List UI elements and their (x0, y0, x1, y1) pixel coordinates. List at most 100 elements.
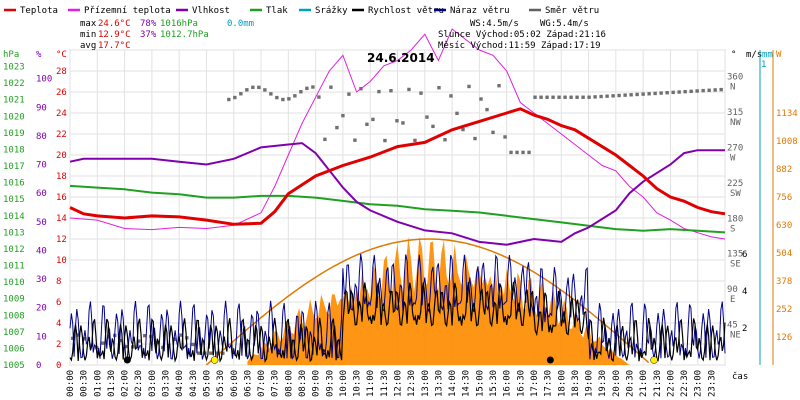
c-tick-label: 8 (56, 277, 61, 287)
hpa-tick-label: 1014 (3, 212, 25, 222)
wind-direction-point (347, 92, 351, 96)
wind-direction-point (599, 94, 603, 99)
pct-tick-label: 70 (36, 161, 47, 171)
pct-tick-label: 20 (36, 304, 47, 314)
x-tick-label: 23:00 (694, 370, 704, 397)
wind-direction-point (449, 94, 453, 98)
chart-title: 24.6.2014 (367, 51, 435, 65)
wind-direction-point (233, 95, 237, 100)
summary-max-press: 1016hPa (160, 19, 198, 29)
pct-tick-label: 10 (36, 332, 47, 342)
wind-direction-point (647, 92, 651, 96)
x-tick-label: 11:00 (366, 370, 376, 397)
wind-direction-point (425, 115, 429, 119)
wind-direction-point (455, 111, 459, 116)
wind-direction-point (521, 150, 525, 155)
wind-direction-point (539, 95, 543, 99)
x-tick-label: 16:30 (516, 370, 526, 397)
wind-direction-point (119, 338, 123, 343)
sun-set-marker (650, 356, 658, 364)
wind-direction-point (341, 113, 345, 118)
x-tick-label: 06:30 (243, 370, 253, 397)
wind-direction-point (617, 93, 621, 98)
pct-tick-label: 50 (36, 218, 47, 228)
x-tick-label: 17:30 (544, 370, 554, 397)
summary-ws: WS:4.5m/s (470, 19, 519, 29)
hpa-tick-label: 1017 (3, 162, 25, 172)
x-tick-label: 04:00 (175, 370, 185, 397)
x-axis-label: čas (732, 371, 748, 382)
legend-label: Náraz větru (450, 6, 510, 16)
x-tick-label: 19:00 (585, 370, 595, 397)
wind-direction-point (389, 89, 393, 93)
summary-min-hum: 37% (140, 30, 157, 40)
hpa-tick-label: 1010 (3, 278, 25, 288)
temperature-line (69, 107, 726, 226)
hpa-tick-label: 1019 (3, 129, 25, 139)
wind-direction-point (401, 121, 405, 125)
hpa-tick-label: 1005 (3, 361, 25, 371)
wind-direction-point (419, 91, 423, 95)
wind-direction-point (593, 95, 597, 99)
wind-direction-point (353, 138, 357, 142)
pct-tick-label: 90 (36, 103, 47, 113)
x-tick-label: 00:00 (66, 370, 76, 397)
x-tick-label: 21:00 (639, 370, 649, 397)
wind-direction-point (641, 92, 645, 96)
wind-direction-point (317, 95, 321, 99)
c-tick-label: 28 (56, 67, 67, 77)
sun-rise-marker (210, 356, 219, 364)
pct-tick-label: 60 (36, 189, 47, 199)
summary-max-temp: 24.6°C (98, 19, 131, 29)
c-tick-label: 14 (56, 214, 67, 224)
wind-direction-point (431, 124, 435, 129)
dir-name-label: NW (730, 118, 741, 128)
wind-direction-point (533, 95, 537, 99)
wind-direction-point (569, 95, 573, 99)
gust-line (69, 253, 726, 360)
x-tick-label: 08:00 (284, 370, 294, 397)
wind-direction-point (137, 339, 141, 343)
wind-direction-point (563, 95, 567, 99)
summary-rain: 0.0mm (227, 19, 254, 29)
moon-set-marker (546, 356, 554, 364)
dir-deg-label: 270 (727, 143, 743, 153)
ms-tick-label: 4 (742, 287, 747, 297)
wind-direction-point (329, 85, 333, 89)
w-tick-label: 1134 (776, 109, 798, 119)
pct-tick-label: 0 (36, 361, 41, 371)
hpa-tick-label: 1016 (3, 179, 25, 189)
c-tick-label: 4 (56, 319, 61, 329)
hpa-tick-label: 1023 (3, 63, 25, 73)
hpa-tick-label: 1009 (3, 295, 25, 305)
x-tick-label: 10:00 (339, 370, 349, 397)
wind-direction-point (497, 83, 501, 88)
w-tick-label: 630 (776, 221, 792, 231)
c-tick-label: 18 (56, 172, 67, 182)
wind-direction-point (701, 88, 705, 93)
dir-deg-label: 225 (727, 179, 743, 189)
x-tick-label: 01:00 (93, 370, 103, 397)
hpa-tick-label: 1008 (3, 311, 25, 321)
wind-direction-point (719, 87, 723, 92)
wind-direction-point (239, 92, 243, 96)
hpa-unit: hPa (3, 50, 19, 60)
pct-tick-label: 30 (36, 275, 47, 285)
wind-direction-point (509, 150, 513, 155)
moon-marker (123, 356, 131, 364)
wind-direction-point (197, 351, 201, 355)
hpa-tick-label: 1018 (3, 145, 25, 155)
x-tick-label: 02:00 (121, 370, 131, 397)
wind-direction-point (383, 138, 387, 143)
wind-direction-point (503, 135, 507, 139)
wind-direction-point (461, 127, 465, 132)
legend-label: Rychlost větru (368, 6, 444, 16)
wind-direction-point (527, 150, 531, 155)
wind-direction-point (275, 95, 279, 100)
wind-direction-point (605, 94, 609, 98)
w-tick-label: 504 (776, 249, 792, 259)
x-tick-label: 03:30 (162, 370, 172, 397)
ms-tick-label: 6 (742, 250, 747, 260)
